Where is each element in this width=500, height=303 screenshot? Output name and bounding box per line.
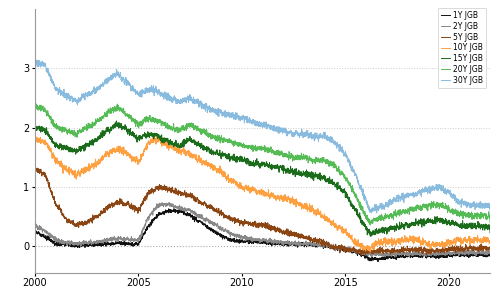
- 2Y JGB: [54, 237, 60, 241]
- 5Y JGB: [358, 254, 364, 257]
- 15Y JGB: [440, 218, 446, 222]
- 5Y JGB: [212, 208, 218, 211]
- 15Y JGB: [430, 219, 436, 223]
- 30Y JGB: [54, 88, 60, 92]
- 15Y JGB: [170, 141, 175, 144]
- 20Y JGB: [33, 102, 39, 105]
- 30Y JGB: [32, 152, 38, 155]
- 2Y JGB: [170, 203, 175, 207]
- 1Y JGB: [32, 237, 38, 241]
- 30Y JGB: [440, 184, 446, 188]
- 1Y JGB: [430, 253, 436, 257]
- 20Y JGB: [367, 223, 373, 227]
- 5Y JGB: [34, 166, 40, 170]
- 15Y JGB: [32, 185, 38, 188]
- 2Y JGB: [32, 233, 38, 236]
- Line: 5Y JGB: 5Y JGB: [35, 168, 490, 255]
- 20Y JGB: [212, 135, 218, 139]
- 10Y JGB: [212, 167, 218, 171]
- Line: 2Y JGB: 2Y JGB: [35, 202, 490, 257]
- 2Y JGB: [122, 237, 128, 241]
- 1Y JGB: [440, 254, 446, 258]
- 30Y JGB: [430, 187, 436, 191]
- 5Y JGB: [440, 248, 446, 251]
- Line: 20Y JGB: 20Y JGB: [35, 104, 490, 225]
- 10Y JGB: [32, 190, 38, 194]
- 15Y JGB: [122, 124, 128, 128]
- 10Y JGB: [150, 134, 156, 138]
- 10Y JGB: [487, 241, 493, 245]
- 30Y JGB: [34, 58, 40, 62]
- 20Y JGB: [32, 174, 38, 178]
- 1Y JGB: [375, 260, 381, 264]
- 15Y JGB: [368, 235, 374, 238]
- 1Y JGB: [122, 244, 128, 248]
- 30Y JGB: [487, 213, 493, 217]
- 2Y JGB: [212, 222, 218, 226]
- 5Y JGB: [122, 202, 128, 206]
- 1Y JGB: [166, 207, 172, 211]
- 20Y JGB: [430, 200, 436, 204]
- 1Y JGB: [54, 243, 60, 246]
- 20Y JGB: [54, 126, 60, 129]
- 10Y JGB: [170, 145, 175, 149]
- 30Y JGB: [170, 96, 175, 100]
- 15Y JGB: [54, 145, 60, 148]
- 20Y JGB: [170, 129, 175, 132]
- 10Y JGB: [367, 250, 373, 254]
- Legend: 1Y JGB, 2Y JGB, 5Y JGB, 10Y JGB, 15Y JGB, 20Y JGB, 30Y JGB: 1Y JGB, 2Y JGB, 5Y JGB, 10Y JGB, 15Y JGB…: [438, 8, 486, 88]
- 1Y JGB: [212, 230, 218, 233]
- 15Y JGB: [487, 231, 493, 235]
- 20Y JGB: [122, 113, 128, 117]
- 30Y JGB: [122, 77, 128, 81]
- 1Y JGB: [487, 251, 493, 255]
- 2Y JGB: [392, 255, 398, 259]
- 1Y JGB: [170, 209, 175, 212]
- Line: 1Y JGB: 1Y JGB: [35, 209, 490, 262]
- 2Y JGB: [166, 201, 172, 204]
- Line: 15Y JGB: 15Y JGB: [35, 121, 490, 236]
- Line: 30Y JGB: 30Y JGB: [35, 60, 490, 215]
- 15Y JGB: [212, 151, 218, 155]
- 2Y JGB: [487, 249, 493, 252]
- Line: 10Y JGB: 10Y JGB: [35, 136, 490, 252]
- 5Y JGB: [54, 203, 60, 207]
- 10Y JGB: [54, 160, 60, 164]
- 20Y JGB: [440, 206, 446, 210]
- 15Y JGB: [114, 119, 119, 123]
- 5Y JGB: [32, 205, 38, 209]
- 5Y JGB: [430, 248, 436, 252]
- 10Y JGB: [430, 244, 436, 247]
- 10Y JGB: [122, 151, 128, 155]
- 2Y JGB: [440, 252, 446, 256]
- 10Y JGB: [440, 243, 446, 247]
- 2Y JGB: [430, 251, 436, 254]
- 5Y JGB: [487, 247, 493, 250]
- 5Y JGB: [170, 185, 175, 189]
- 20Y JGB: [487, 221, 493, 225]
- 30Y JGB: [212, 111, 218, 115]
